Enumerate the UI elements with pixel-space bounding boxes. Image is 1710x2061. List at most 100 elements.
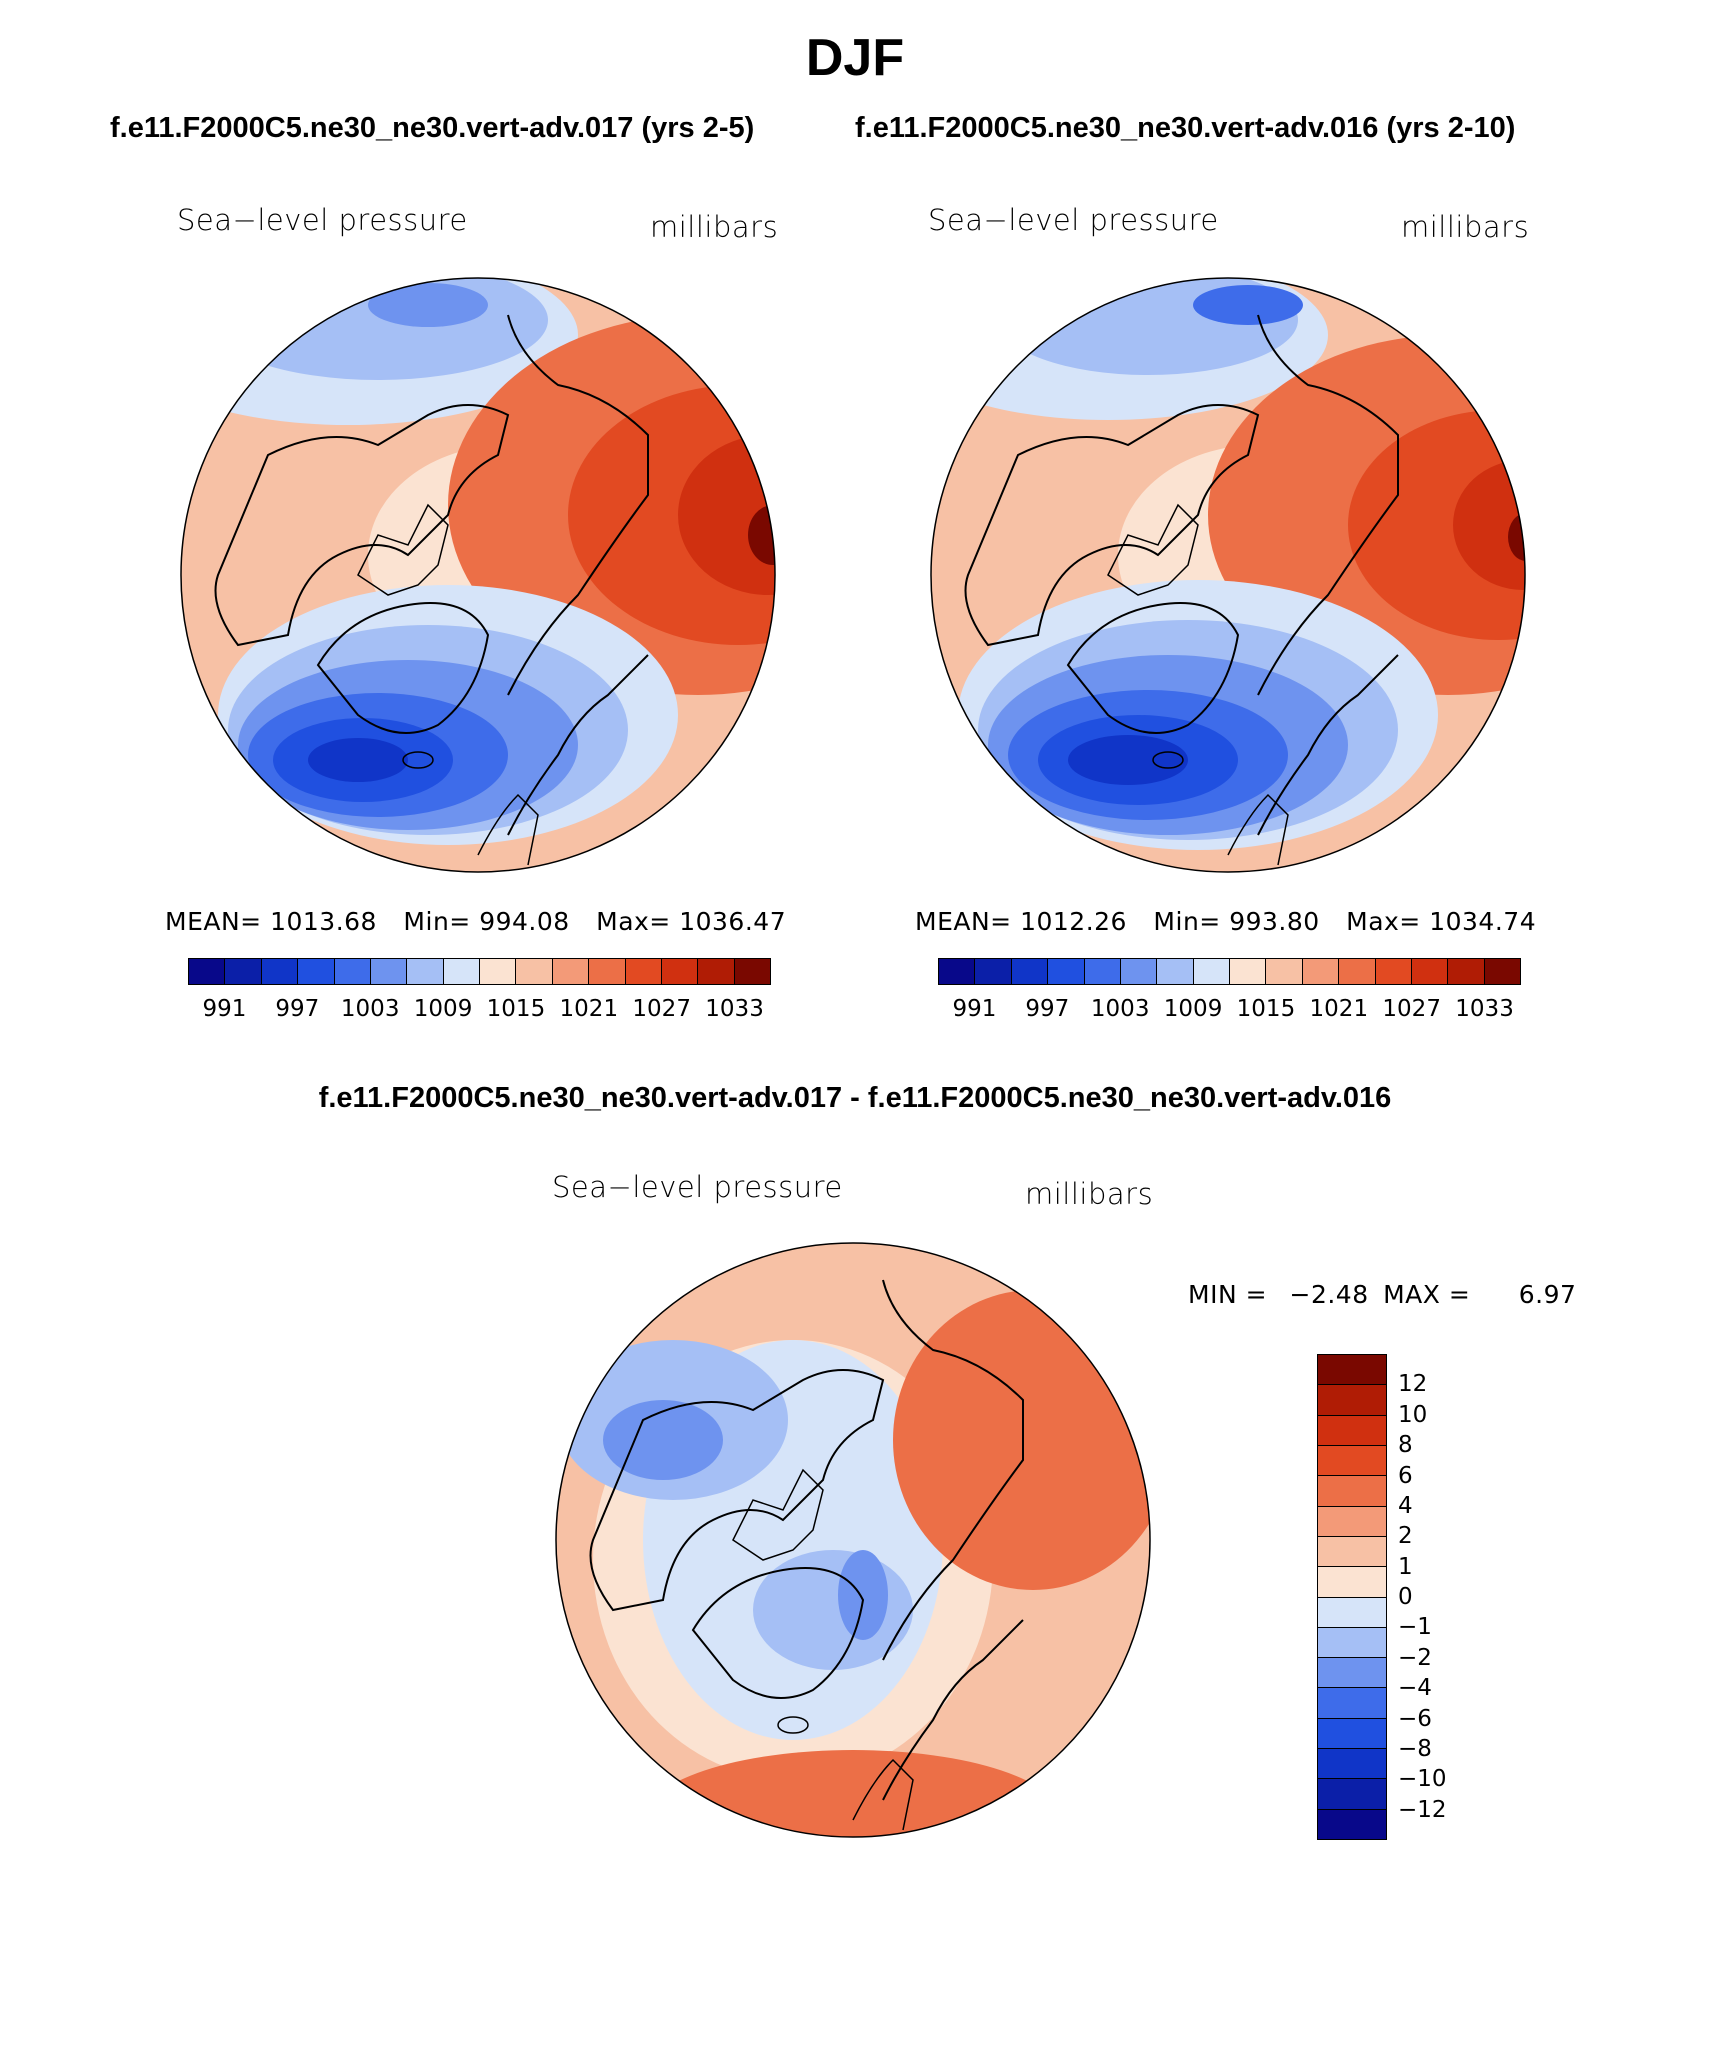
difference-max-label: MAX = — [1383, 1280, 1471, 1309]
difference-min-value: −2.48 — [1289, 1280, 1369, 1309]
colorbar-tick-label: 991 — [952, 996, 997, 1022]
colorbar-tick-label: −12 — [1398, 1796, 1447, 1823]
colorbar-swatch — [1318, 1355, 1386, 1386]
panel-2-mean-label: MEAN= — [915, 907, 1012, 936]
panel-2-polar-map — [930, 277, 1526, 873]
colorbar-tick-label: 2 — [1398, 1523, 1413, 1550]
colorbar-swatch — [939, 959, 976, 984]
difference-negative-east-core — [838, 1550, 888, 1640]
colorbar-swatch — [298, 959, 335, 984]
colorbar-tick-label: 1027 — [1382, 996, 1441, 1022]
colorbar-swatch — [516, 959, 553, 984]
colorbar-swatch — [1318, 1658, 1386, 1689]
panel-1-mean-label: MEAN= — [165, 907, 262, 936]
colorbar-swatch — [589, 959, 626, 984]
panel-2-variable-label: Sea−level pressure — [928, 203, 1219, 237]
colorbar-swatch — [189, 959, 226, 984]
colorbar-tick-label: 1027 — [632, 996, 691, 1022]
panel-2-coastline-north-america — [964, 404, 1260, 647]
difference-coastline-eurasia — [882, 1279, 1024, 1801]
colorbar-tick-label: 8 — [1398, 1432, 1413, 1459]
colorbar-tick-label: 1009 — [1163, 996, 1223, 1022]
colorbar-tick-label: 1033 — [705, 996, 764, 1022]
colorbar-swatch — [334, 959, 371, 984]
difference-title: f.e11.F2000C5.ne30_ne30.vert-adv.017 - f… — [318, 1082, 1392, 1114]
colorbar-tick-label: 1015 — [1236, 996, 1296, 1022]
colorbar-swatch — [1318, 1415, 1386, 1446]
difference-negative-west-core — [603, 1400, 723, 1480]
colorbar-tick-label: −4 — [1398, 1675, 1432, 1702]
panel-1-mean-value: 1013.68 — [270, 907, 377, 936]
colorbar-swatch — [1048, 959, 1085, 984]
difference-coastline-north-america — [589, 1369, 885, 1612]
panel-2-atlantic-low-core — [1068, 735, 1188, 785]
colorbar-swatch — [1157, 959, 1194, 984]
colorbar-swatch — [1318, 1536, 1386, 1568]
colorbar-tick-label: 1033 — [1455, 996, 1514, 1022]
panel-1-min-label: Min= — [403, 907, 471, 936]
panel-1-coastline-canadian-arctic — [357, 503, 449, 596]
panel-1-coastline-greenland — [316, 602, 490, 734]
colorbar-tick-label: 1003 — [1090, 996, 1150, 1022]
colorbar-swatch — [625, 959, 662, 984]
colorbar-tick-label: 1 — [1398, 1553, 1413, 1580]
colorbar-tick-label: 1021 — [1309, 996, 1369, 1022]
panel-1-units-label: millibars — [650, 210, 779, 244]
difference-coastline-greenland — [691, 1567, 865, 1699]
panel-3-variable-label: Sea−level pressure — [552, 1170, 843, 1204]
colorbar-swatch — [1318, 1385, 1386, 1416]
difference-min-label: MIN = — [1188, 1280, 1268, 1309]
colorbar-swatch — [1484, 959, 1520, 984]
colorbar-swatch — [1318, 1718, 1386, 1750]
panel-2-coastline-scandinavia — [1227, 793, 1289, 866]
panel-3-units-label: millibars — [1025, 1177, 1154, 1211]
colorbar-tick-label: 4 — [1398, 1492, 1413, 1519]
colorbar-tick-label: −2 — [1398, 1644, 1432, 1671]
difference-max-value: 6.97 — [1518, 1280, 1577, 1309]
panel-2-pacific-low-core — [1193, 285, 1303, 325]
colorbar-swatch — [975, 959, 1012, 984]
panel-1-coastline-north-america — [214, 404, 510, 647]
colorbar-swatch — [261, 959, 299, 984]
panel-1-variable-label: Sea−level pressure — [177, 203, 468, 237]
difference-coastline-scandinavia — [852, 1758, 914, 1831]
panel-2-coastline-iceland — [1152, 751, 1184, 769]
panel-1-max-label: Max= — [596, 907, 671, 936]
panel-1-coastline-eurasia — [507, 314, 649, 836]
colorbar-swatch — [1318, 1627, 1386, 1659]
colorbar-swatch — [1193, 959, 1230, 984]
colorbar-tick-label: 1021 — [559, 996, 619, 1022]
colorbar-swatch — [552, 959, 590, 984]
colorbar-swatch — [1230, 959, 1267, 984]
colorbar-swatch — [1011, 959, 1049, 984]
difference-colorbar — [1317, 1354, 1387, 1840]
panel-1-coastline-iceland — [402, 751, 434, 769]
colorbar-tick-label: −10 — [1398, 1766, 1447, 1793]
panel-1-colorbar — [188, 958, 771, 985]
panel-2-case-title: f.e11.F2000C5.ne30_ne30.vert-adv.016 (yr… — [855, 112, 1516, 144]
colorbar-tick-label: 1009 — [413, 996, 473, 1022]
colorbar-swatch — [1318, 1688, 1386, 1719]
colorbar-tick-label: 997 — [275, 996, 320, 1022]
difference-coastline-iceland — [777, 1716, 809, 1734]
colorbar-swatch — [1339, 959, 1376, 984]
panel-2-units-label: millibars — [1401, 210, 1530, 244]
panel-1-min-value: 994.08 — [479, 907, 570, 936]
panel-2-mean-value: 1012.26 — [1020, 907, 1127, 936]
panel-2-siberian-high-inner — [1453, 460, 1525, 590]
colorbar-swatch — [1120, 959, 1158, 984]
colorbar-swatch — [1448, 959, 1485, 984]
colorbar-tick-label: 10 — [1398, 1401, 1428, 1428]
panel-1-statistics: MEAN= 1013.68 Min= 994.08 Max= 1036.47 — [165, 907, 786, 936]
colorbar-swatch — [1318, 1597, 1386, 1628]
colorbar-swatch — [225, 959, 262, 984]
panel-1-coastline-scandinavia — [477, 793, 539, 866]
colorbar-tick-label: 1003 — [340, 996, 400, 1022]
difference-colorbar-ticks: 12 10 8 6 4 2 1 0 −1 −2 −4 −6 −8 −10 −12 — [1398, 1354, 1478, 1840]
colorbar-tick-label: 991 — [202, 996, 247, 1022]
colorbar-swatch — [661, 959, 699, 984]
difference-statistics: MIN = −2.48 MAX = 6.97 — [1188, 1280, 1576, 1309]
colorbar-swatch — [1411, 959, 1449, 984]
colorbar-swatch — [1302, 959, 1340, 984]
panel-2-coastline-greenland — [1066, 602, 1240, 734]
